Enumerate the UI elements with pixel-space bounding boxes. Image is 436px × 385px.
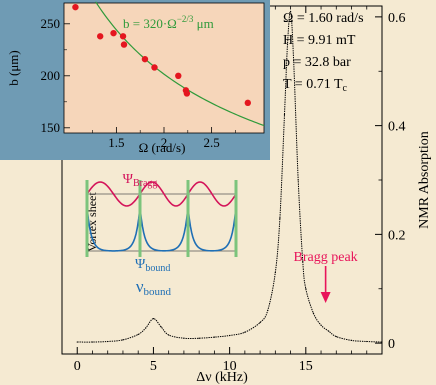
spectrum-point [107, 340, 109, 343]
spectrum-point [160, 326, 162, 328]
inset-data-point [96, 33, 104, 40]
spectrum-point [279, 217, 281, 219]
spectrum-point [381, 341, 383, 343]
y-tick-label: 0.6 [388, 11, 406, 26]
spectrum-point [259, 321, 261, 324]
param-omega: Ω = 1.60 rad/s [283, 11, 364, 26]
spectrum-point [293, 59, 295, 61]
x-axis-label: Δν (kHz) [196, 370, 248, 385]
spectrum-point [283, 114, 286, 116]
inset-y-axis-label: b (μm) [6, 50, 21, 86]
inset-y-tick-label: 250 [41, 16, 61, 31]
spectrum-point [286, 43, 289, 45]
spectrum-point [302, 260, 304, 263]
spectrum-point [91, 341, 94, 343]
inset-data-point [141, 55, 149, 63]
inset-x-tick-label: 2.5 [203, 135, 219, 150]
psi-bound-label: Ψbound [135, 257, 170, 274]
inset-x-tick-label: 2 [161, 135, 168, 150]
param-temperature: T = 0.71 Tc [283, 77, 348, 94]
spectrum-point [198, 337, 200, 339]
spectrum-point [297, 179, 299, 181]
spectrum-point [183, 337, 185, 339]
spectrum-point [152, 318, 155, 320]
x-tick-label: 10 [223, 359, 237, 374]
x-tick-label: 0 [74, 359, 81, 374]
param-pressure: p = 32.8 bar [283, 55, 351, 70]
psi-bragg-label: ΨBragg [123, 172, 158, 189]
spectrum-point [350, 339, 353, 342]
spectrum-point [168, 334, 170, 336]
vortex-sheet-2 [138, 180, 142, 257]
spectrum-point [213, 336, 215, 338]
spectrum-point [305, 288, 307, 290]
vortex-sheet-3 [186, 180, 190, 257]
spectrum-point [312, 312, 315, 314]
inset-y-tick-label: 200 [41, 68, 61, 83]
wavefunction-inset: Vortex sheet ΨBragg Ψbound [85, 172, 238, 274]
spectrum-point [366, 340, 368, 343]
inset-y-tick-label: 150 [41, 120, 61, 135]
spacing-inset: 1.5 2 2.5 150 200 250 Ω (rad/s) b (μm) b = 32… [0, 0, 270, 160]
inset-data-point [110, 29, 117, 37]
y-tick-label: 0.4 [388, 120, 406, 135]
inset-data-point [151, 64, 158, 71]
spectrum-point [274, 271, 276, 274]
spectrum-point [328, 330, 330, 332]
spectrum-point [122, 339, 124, 341]
inset-plot-area [63, 2, 265, 134]
inset-x-axis-label: Ω (rad/s) [139, 140, 186, 155]
spectrum-point [267, 309, 269, 312]
spectrum-point [335, 336, 337, 338]
spectrum-point [289, 10, 292, 13]
inset-x-tick-label: 1.5 [108, 135, 124, 150]
psi-bound-wave [86, 206, 237, 252]
y-tick-label: 0.2 [388, 228, 406, 243]
inset-data-point [120, 41, 128, 48]
bragg-peak-arrowhead [320, 292, 331, 303]
inset-data-point [244, 99, 252, 107]
inset-data-points [72, 3, 252, 107]
inset-data-point [72, 3, 79, 11]
inset-data-point [175, 72, 182, 80]
parameter-block: Ω = 1.60 rad/s H = 9.91 mT p = 32.8 bar … [283, 11, 364, 94]
bragg-peak-label: Bragg peak [294, 250, 358, 265]
spectrum-point [244, 331, 246, 333]
param-field: H = 9.91 mT [283, 33, 356, 48]
inset-axis-ticks [64, 23, 236, 133]
spectrum-point [145, 327, 147, 329]
inset-data-point [119, 33, 127, 40]
psi-bragg-wave [86, 181, 237, 207]
inset-tick-labels: 1.5 2 2.5 150 200 250 [41, 16, 220, 150]
spectrum-point [137, 333, 139, 336]
y-axis-label: NMR Absorption [417, 131, 432, 229]
x-tick-label: 5 [150, 359, 157, 374]
main-tick-labels: 0 5 10 15 0 0.2 0.4 0.6 [74, 11, 406, 374]
vortex-sheet-1 [85, 180, 89, 257]
nu-bound-label: νbound [136, 277, 172, 298]
spectrum-point [229, 334, 231, 337]
vortex-sheet-4 [234, 180, 238, 257]
spectrum-point [320, 324, 322, 326]
inset-data-point [183, 90, 191, 97]
x-tick-label: 15 [299, 359, 313, 374]
nmr-spectrum-points [76, 10, 383, 343]
fit-label: b = 320·Ω−2/3 μm [123, 14, 214, 31]
y-tick-label: 0 [388, 337, 395, 352]
spectrum-point [76, 341, 78, 343]
